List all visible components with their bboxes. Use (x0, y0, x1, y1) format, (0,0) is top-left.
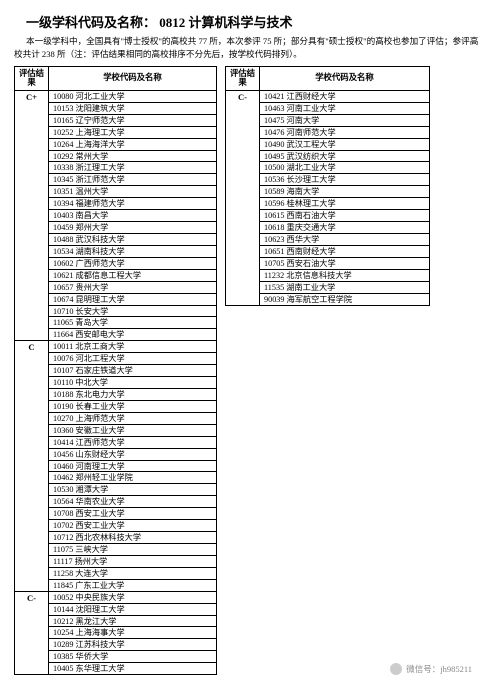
school-cell: 10080 河北工业大学 (49, 90, 217, 102)
school-cell: 10618 重庆交通大学 (260, 222, 430, 234)
school-cell: 10602 广西师范大学 (49, 257, 217, 269)
school-cell: 11535 湖南工业大学 (260, 281, 430, 293)
school-cell: 10460 河南理工大学 (49, 460, 217, 472)
school-cell: 10462 郑州轻工业学院 (49, 472, 217, 484)
school-cell: 10351 温州大学 (49, 186, 217, 198)
school-cell: 11232 北京信息科技大学 (260, 269, 430, 281)
school-cell: 90039 海军航空工程学院 (260, 293, 430, 305)
table-row: C-10052 中央民族大学 (15, 591, 217, 603)
school-cell: 10190 长春工业大学 (49, 400, 217, 412)
right-column: 评估结果 学校代码及名称 C-10421 江西财经大学10463 河南工业大学1… (225, 66, 430, 306)
school-cell: 11258 大连大学 (49, 567, 217, 579)
school-cell: 10596 桂林理工大学 (260, 198, 430, 210)
school-cell: 10264 上海海洋大学 (49, 138, 217, 150)
col-school-header: 学校代码及名称 (260, 66, 430, 90)
school-cell: 10252 上海理工大学 (49, 126, 217, 138)
school-cell: 10405 东华理工大学 (49, 663, 217, 675)
grade-cell: C+ (15, 90, 49, 340)
right-table: 评估结果 学校代码及名称 C-10421 江西财经大学10463 河南工业大学1… (225, 66, 430, 306)
school-cell: 10530 湘潭大学 (49, 484, 217, 496)
wechat-icon (390, 663, 402, 675)
page-title: 一级学科代码及名称： 0812 计算机科学与技术 (14, 12, 486, 31)
school-cell: 10623 西华大学 (260, 234, 430, 246)
school-cell: 10360 安徽工业大学 (49, 424, 217, 436)
col-grade-header: 评估结果 (15, 66, 49, 90)
school-cell: 10345 浙江师范大学 (49, 174, 217, 186)
school-cell: 10212 黑龙江大学 (49, 615, 217, 627)
school-cell: 10712 西北农林科技大学 (49, 532, 217, 544)
school-cell: 10254 上海海事大学 (49, 627, 217, 639)
school-cell: 10589 海南大学 (260, 186, 430, 198)
school-cell: 10076 河北工程大学 (49, 353, 217, 365)
school-cell: 10536 长沙理工大学 (260, 174, 430, 186)
left-column: 评估结果 学校代码及名称 C+10080 河北工业大学10153 沈阳建筑大学1… (14, 66, 217, 675)
school-cell: 10292 常州大学 (49, 150, 217, 162)
table-row: C-10421 江西财经大学 (226, 90, 430, 102)
school-cell: 10674 昆明理工大学 (49, 293, 217, 305)
left-table: 评估结果 学校代码及名称 C+10080 河北工业大学10153 沈阳建筑大学1… (14, 66, 217, 675)
school-cell: 10289 江苏科技大学 (49, 639, 217, 651)
school-cell: 10338 浙江理工大学 (49, 162, 217, 174)
school-cell: 10651 西南财经大学 (260, 245, 430, 257)
school-cell: 10052 中央民族大学 (49, 591, 217, 603)
school-cell: 10110 中北大学 (49, 377, 217, 389)
school-cell: 10403 南昌大学 (49, 210, 217, 222)
grade-cell: C- (15, 591, 49, 674)
table-row: C10011 北京工商大学 (15, 341, 217, 353)
school-cell: 10615 西南石油大学 (260, 210, 430, 222)
school-cell: 10476 河南师范大学 (260, 126, 430, 138)
school-cell: 11117 扬州大学 (49, 555, 217, 567)
school-cell: 10107 石家庄铁道大学 (49, 365, 217, 377)
school-cell: 10414 江西师范大学 (49, 436, 217, 448)
school-cell: 11065 青岛大学 (49, 317, 217, 329)
school-cell: 10459 郑州大学 (49, 222, 217, 234)
col-grade-header: 评估结果 (226, 66, 260, 90)
col-school-header: 学校代码及名称 (49, 66, 217, 90)
grade-cell: C (15, 341, 49, 591)
school-cell: 10708 西安工业大学 (49, 508, 217, 520)
school-cell: 10657 贵州大学 (49, 281, 217, 293)
school-cell: 10495 武汉纺织大学 (260, 150, 430, 162)
school-cell: 10456 山东财经大学 (49, 448, 217, 460)
school-cell: 10421 江西财经大学 (260, 90, 430, 102)
school-cell: 10394 福建师范大学 (49, 198, 217, 210)
school-cell: 10534 湖南科技大学 (49, 245, 217, 257)
columns: 评估结果 学校代码及名称 C+10080 河北工业大学10153 沈阳建筑大学1… (14, 66, 486, 675)
footer-label: 微信号：jh985211 (406, 663, 472, 675)
school-cell: 10165 辽宁师范大学 (49, 114, 217, 126)
school-cell: 11664 西安邮电大学 (49, 329, 217, 341)
school-cell: 10270 上海师范大学 (49, 412, 217, 424)
school-cell: 10710 长安大学 (49, 305, 217, 317)
school-cell: 10385 华侨大学 (49, 651, 217, 663)
school-cell: 10500 湖北工业大学 (260, 162, 430, 174)
school-cell: 10705 西安石油大学 (260, 257, 430, 269)
school-cell: 10488 武汉科技大学 (49, 234, 217, 246)
footer: 微信号：jh985211 (390, 663, 472, 675)
school-cell: 10188 东北电力大学 (49, 388, 217, 400)
school-cell: 11845 广东工业大学 (49, 579, 217, 591)
school-cell: 11075 三峡大学 (49, 543, 217, 555)
school-cell: 10490 武汉工程大学 (260, 138, 430, 150)
school-cell: 10475 河南大学 (260, 114, 430, 126)
school-cell: 10011 北京工商大学 (49, 341, 217, 353)
school-cell: 10702 西安工业大学 (49, 520, 217, 532)
table-row: C+10080 河北工业大学 (15, 90, 217, 102)
school-cell: 10621 成都信息工程大学 (49, 269, 217, 281)
grade-cell: C- (226, 90, 260, 305)
school-cell: 10144 沈阳理工大学 (49, 603, 217, 615)
school-cell: 10153 沈阳建筑大学 (49, 102, 217, 114)
intro-text: 本一级学科中，全国具有"博士授权"的高校共 77 所，本次参评 75 所；部分具… (14, 35, 486, 62)
school-cell: 10564 华南农业大学 (49, 496, 217, 508)
school-cell: 10463 河南工业大学 (260, 102, 430, 114)
